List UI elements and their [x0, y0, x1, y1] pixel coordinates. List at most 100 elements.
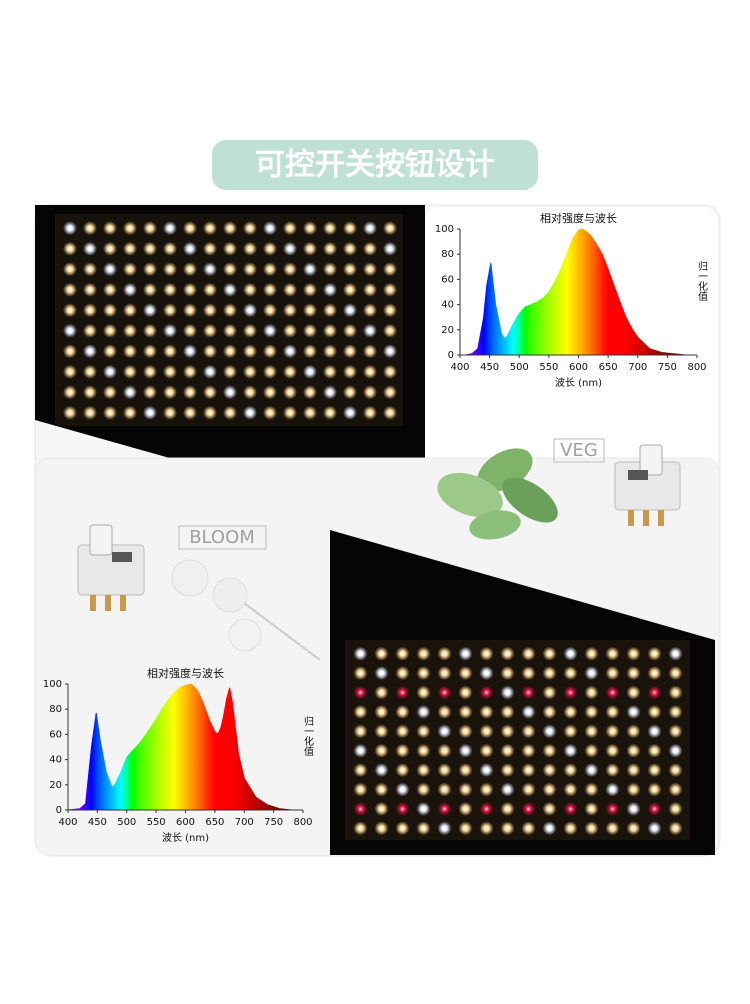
- led: [626, 801, 641, 816]
- led: [605, 821, 620, 836]
- led: [584, 782, 599, 797]
- led: [500, 782, 515, 797]
- y-tick-label: 100: [43, 679, 62, 690]
- led: [647, 821, 662, 836]
- led: [563, 666, 578, 681]
- led: [542, 704, 557, 719]
- led: [647, 646, 662, 661]
- led: [458, 724, 473, 739]
- led: [626, 821, 641, 836]
- led: [626, 646, 641, 661]
- header-pill: [212, 140, 538, 190]
- led: [584, 666, 599, 681]
- led: [668, 666, 683, 681]
- led: [263, 241, 277, 256]
- led: [223, 241, 237, 256]
- led: [626, 743, 641, 758]
- led: [500, 763, 515, 778]
- y-tick-label: 0: [448, 350, 454, 361]
- led: [223, 221, 237, 236]
- led: [563, 646, 578, 661]
- led: [437, 821, 452, 836]
- led: [343, 221, 357, 236]
- led: [123, 262, 137, 277]
- led: [343, 282, 357, 297]
- led: [500, 821, 515, 836]
- header-title: 可控开关按钮设计: [255, 148, 495, 183]
- led: [584, 801, 599, 816]
- led: [437, 646, 452, 661]
- led: [203, 282, 217, 297]
- led: [395, 666, 410, 681]
- led: [416, 821, 431, 836]
- led: [479, 724, 494, 739]
- led: [668, 724, 683, 739]
- led: [263, 221, 277, 236]
- led: [416, 763, 431, 778]
- led: [243, 344, 257, 359]
- led: [563, 724, 578, 739]
- led: [605, 685, 620, 700]
- led: [243, 405, 257, 420]
- spectrum-line: [67, 683, 303, 811]
- led: [163, 385, 177, 400]
- led: [458, 704, 473, 719]
- led: [605, 646, 620, 661]
- led: [383, 303, 397, 318]
- led: [363, 282, 377, 297]
- led: [63, 405, 77, 420]
- led: [383, 221, 397, 236]
- led: [383, 385, 397, 400]
- led: [343, 364, 357, 379]
- led: [416, 666, 431, 681]
- led: [363, 385, 377, 400]
- spectrum-line: [460, 228, 697, 356]
- led: [243, 303, 257, 318]
- led: [605, 743, 620, 758]
- led: [605, 782, 620, 797]
- led: [283, 282, 297, 297]
- x-tick-label: 550: [539, 362, 558, 373]
- led-array: [63, 221, 397, 420]
- led: [416, 724, 431, 739]
- led: [243, 364, 257, 379]
- x-axis-label: 波长 (nm): [162, 831, 209, 844]
- led: [395, 646, 410, 661]
- led: [626, 666, 641, 681]
- led: [563, 685, 578, 700]
- led: [123, 344, 137, 359]
- led: [143, 303, 157, 318]
- led: [416, 743, 431, 758]
- led: [353, 724, 368, 739]
- led: [437, 801, 452, 816]
- led: [416, 704, 431, 719]
- led: [163, 303, 177, 318]
- led: [83, 241, 97, 256]
- y-tick-label: 40: [49, 755, 62, 766]
- led: [500, 743, 515, 758]
- led: [243, 323, 257, 338]
- mode-label: VEG: [560, 440, 598, 461]
- led: [63, 241, 77, 256]
- chart-title: 相对强度与波长: [147, 666, 224, 680]
- led: [374, 763, 389, 778]
- led: [323, 323, 337, 338]
- led: [103, 344, 117, 359]
- led: [243, 385, 257, 400]
- led: [584, 685, 599, 700]
- led: [203, 221, 217, 236]
- led: [626, 763, 641, 778]
- y-axis-label: 归一化值: [696, 260, 708, 302]
- led: [283, 241, 297, 256]
- x-tick-label: 400: [58, 817, 77, 828]
- led: [647, 801, 662, 816]
- led: [303, 323, 317, 338]
- led: [353, 704, 368, 719]
- led: [143, 282, 157, 297]
- led: [521, 743, 536, 758]
- led: [647, 782, 662, 797]
- led: [223, 262, 237, 277]
- x-tick-label: 400: [450, 362, 469, 373]
